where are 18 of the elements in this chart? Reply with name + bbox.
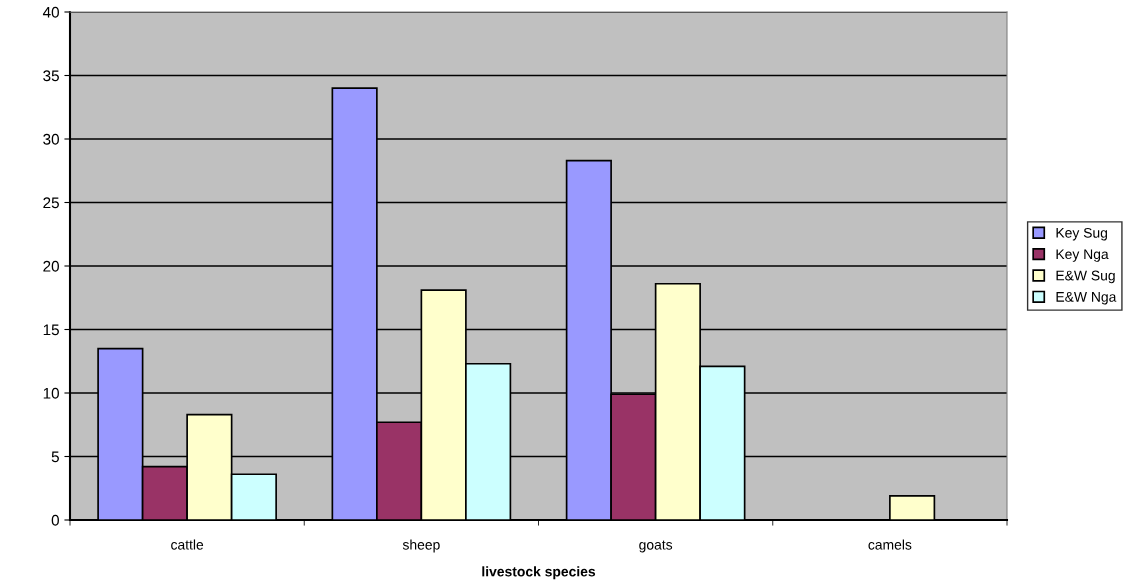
legend-label: E&W Nga [1056, 292, 1117, 305]
y-tick-label: 20 [43, 260, 59, 272]
y-tick-label: 30 [43, 133, 59, 145]
y-tick-label: 15 [43, 324, 59, 336]
x-tick-label: camels [868, 539, 912, 550]
legend-label: Key Sug [1056, 227, 1107, 241]
y-tick-label: 5 [51, 451, 59, 463]
y-tick-label: 10 [43, 387, 59, 399]
y-tick-label: 25 [43, 197, 59, 209]
y-tick-label: 40 [42, 6, 59, 18]
y-tick-label: 35 [43, 70, 59, 82]
legend-label: Key Nga [1056, 249, 1109, 262]
y-tick-label: 0 [51, 514, 59, 526]
x-tick-label: cattle [171, 539, 204, 550]
legend-label: E&W Sug [1056, 270, 1115, 284]
x-tick-label: sheep [402, 539, 440, 553]
x-axis-title: livestock species [482, 566, 596, 580]
x-tick-label: goats [639, 540, 673, 553]
